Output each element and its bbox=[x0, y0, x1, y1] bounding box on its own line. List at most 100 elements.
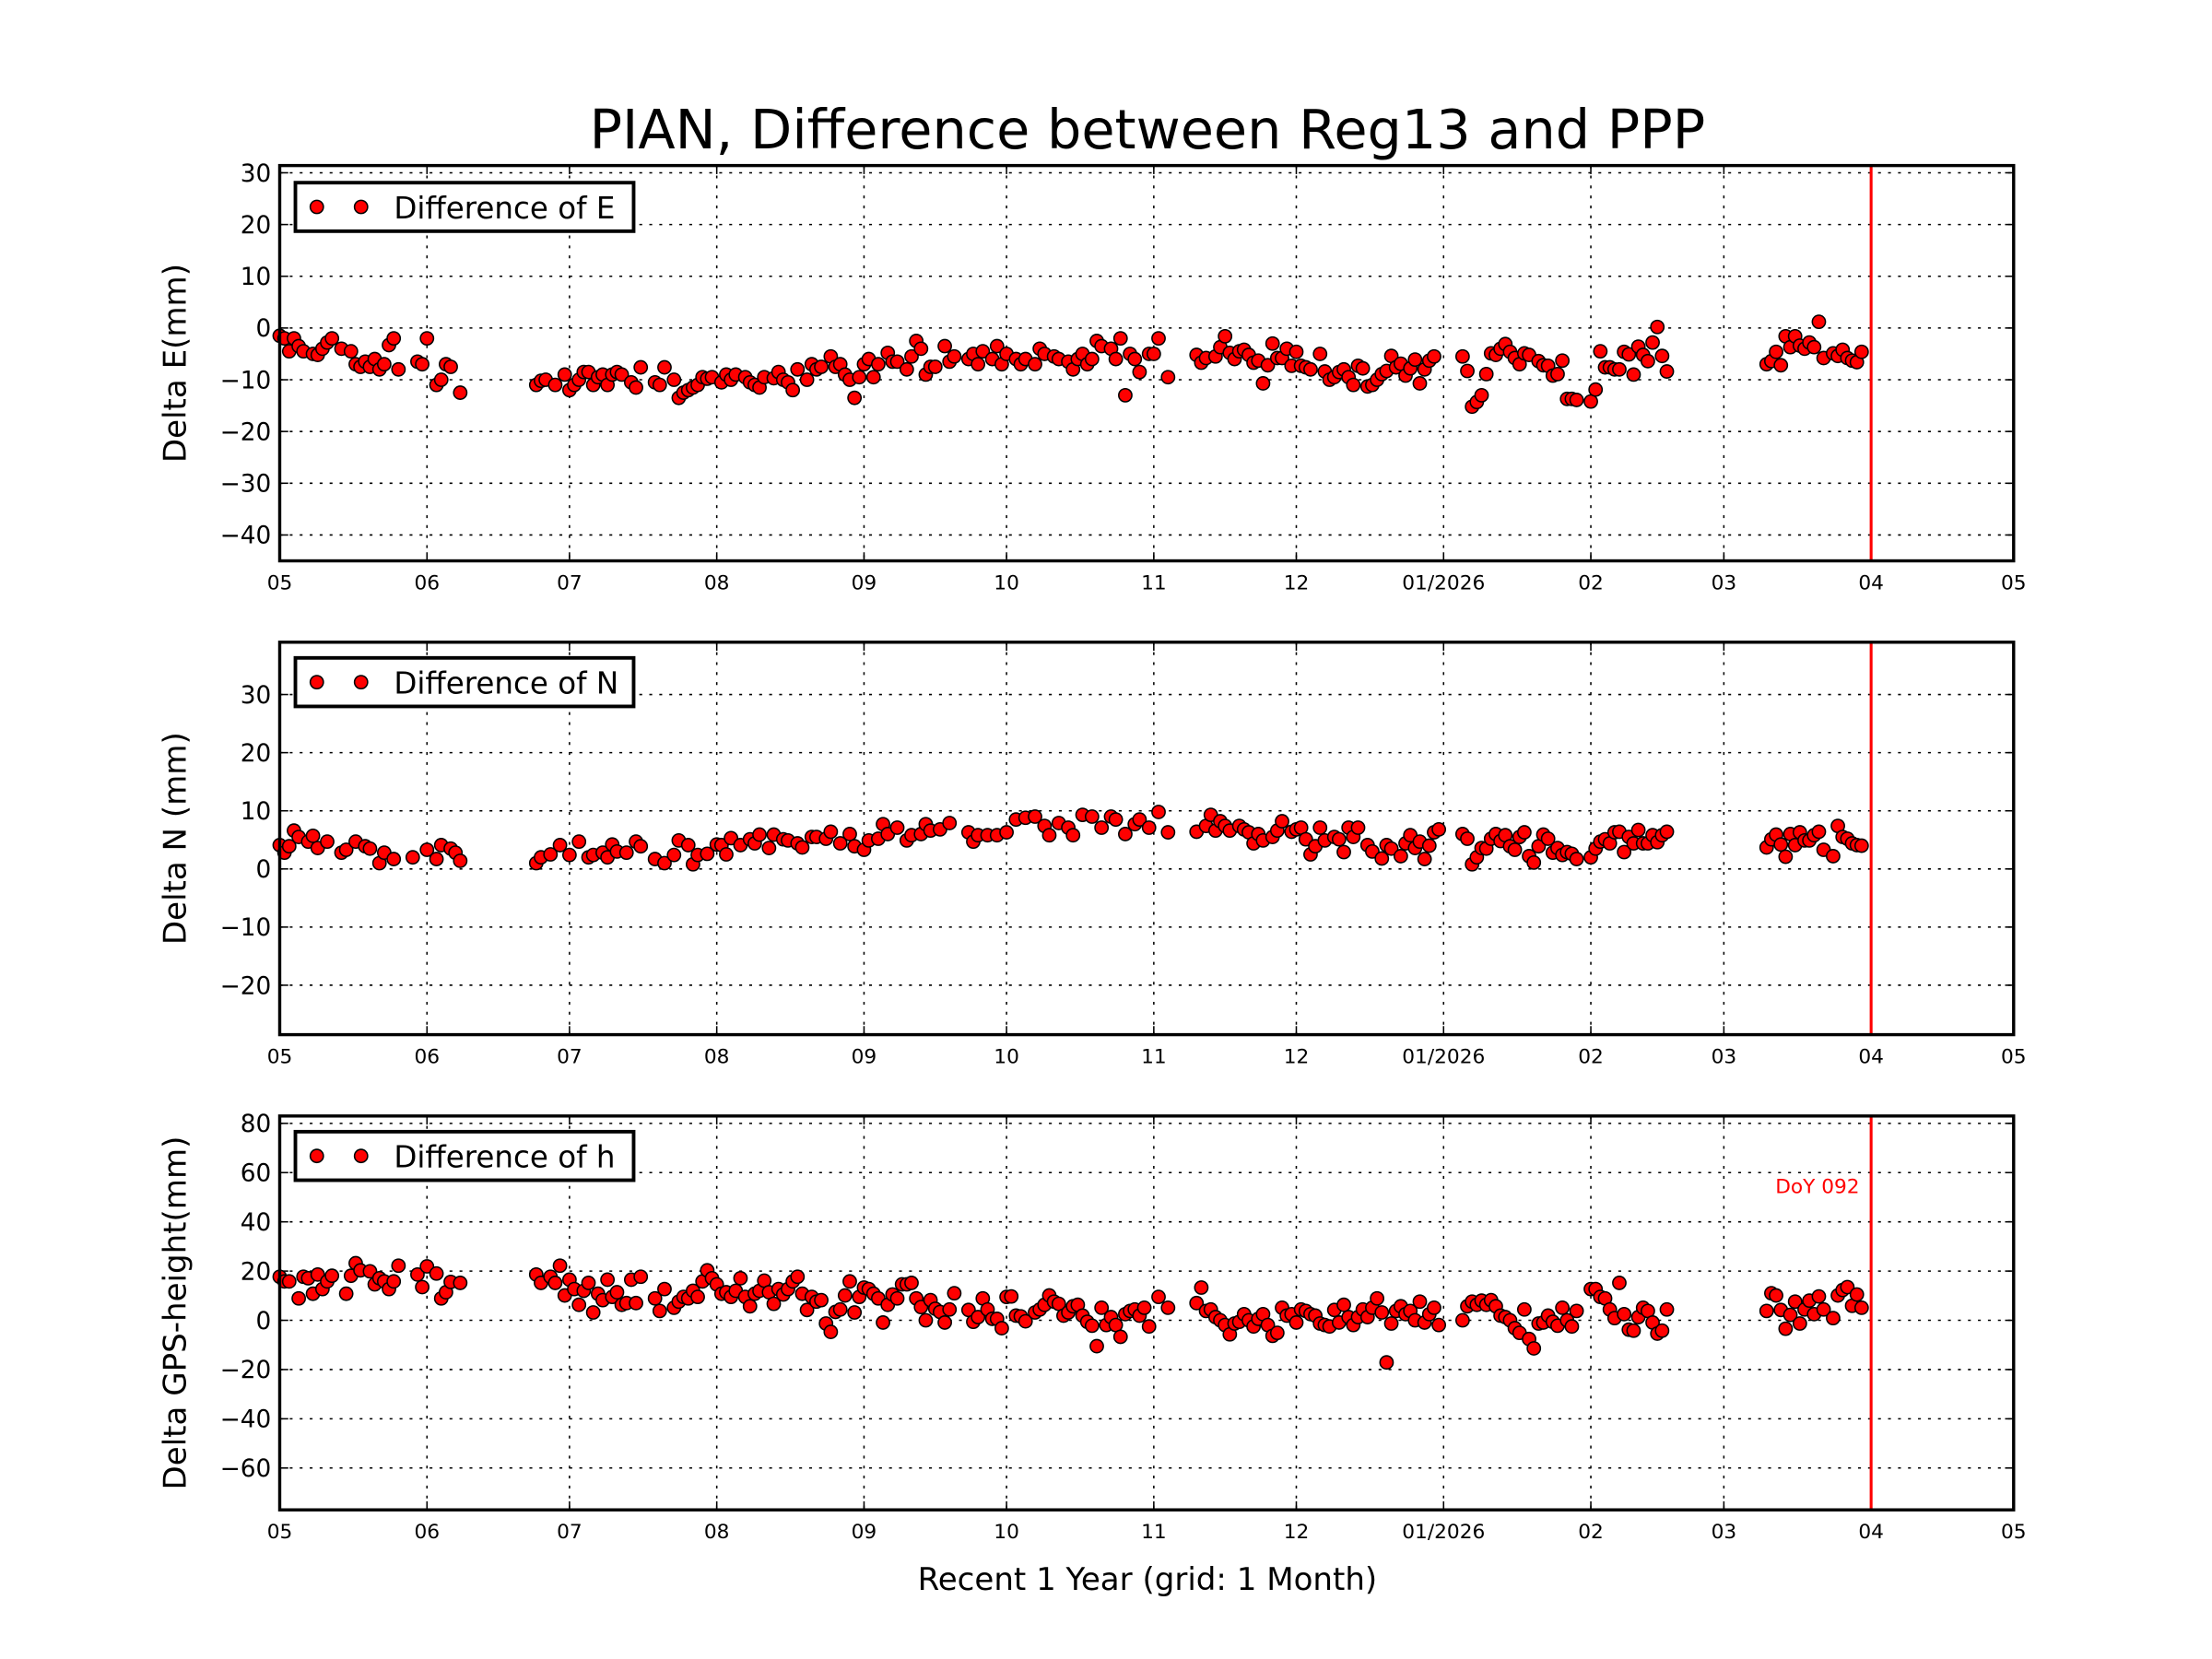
data-point bbox=[947, 348, 962, 364]
x-tick-label: 11 bbox=[1141, 1521, 1167, 1544]
x-tick-label: 06 bbox=[414, 1046, 440, 1069]
x-tick-label: 08 bbox=[704, 571, 730, 594]
data-point bbox=[343, 344, 359, 359]
data-point bbox=[386, 852, 402, 866]
data-point bbox=[947, 1286, 962, 1301]
x-tick-label: 05 bbox=[2001, 1521, 2027, 1544]
data-point bbox=[581, 1276, 596, 1290]
data-point bbox=[305, 828, 321, 843]
data-point bbox=[419, 842, 435, 857]
data-point bbox=[904, 348, 919, 364]
y-tick-label: 0 bbox=[255, 315, 271, 343]
data-point bbox=[338, 1286, 354, 1301]
y-tick-label: −10 bbox=[220, 367, 272, 394]
data-point bbox=[1621, 347, 1637, 362]
x-tick-label: 04 bbox=[1858, 1046, 1884, 1069]
data-point bbox=[552, 1258, 568, 1274]
data-point bbox=[1431, 822, 1447, 837]
data-point bbox=[971, 1310, 986, 1324]
data-point bbox=[1132, 812, 1147, 828]
y-tick-label: 20 bbox=[241, 740, 271, 768]
data-point bbox=[814, 359, 829, 374]
data-point bbox=[657, 855, 672, 871]
data-point bbox=[1593, 344, 1608, 359]
data-point bbox=[1260, 358, 1276, 373]
data-point bbox=[1641, 353, 1655, 369]
data-point bbox=[1355, 360, 1371, 376]
data-point bbox=[1431, 1317, 1447, 1333]
data-point bbox=[666, 372, 682, 387]
data-point bbox=[1160, 370, 1176, 385]
data-point bbox=[657, 359, 672, 375]
x-tick-label: 11 bbox=[1141, 571, 1167, 594]
data-point bbox=[1792, 1316, 1807, 1331]
data-point bbox=[433, 372, 449, 387]
data-point bbox=[405, 850, 420, 865]
data-point bbox=[1146, 347, 1161, 361]
data-point bbox=[865, 370, 881, 385]
data-point bbox=[1650, 319, 1665, 335]
data-point bbox=[1787, 1294, 1803, 1310]
data-point bbox=[1383, 1316, 1399, 1331]
data-point bbox=[1460, 363, 1475, 379]
data-point bbox=[1853, 1300, 1869, 1315]
data-point bbox=[1526, 1341, 1542, 1356]
data-point bbox=[1312, 820, 1328, 835]
data-point bbox=[629, 380, 643, 395]
data-point bbox=[719, 847, 734, 862]
x-tick-label: 10 bbox=[994, 1521, 1019, 1544]
data-point bbox=[1336, 1297, 1351, 1312]
data-point bbox=[852, 370, 867, 385]
y-axis-label-h: Delta GPS-height(mm) bbox=[157, 1136, 194, 1490]
data-point bbox=[652, 377, 667, 393]
data-point bbox=[918, 1312, 934, 1328]
x-tick-label: 05 bbox=[267, 571, 293, 594]
data-point bbox=[1041, 828, 1057, 843]
data-point bbox=[761, 841, 777, 855]
legend-box-h bbox=[293, 1129, 636, 1182]
legend-marker-icon bbox=[353, 1148, 369, 1164]
data-point bbox=[291, 1290, 306, 1306]
data-point bbox=[1612, 1276, 1627, 1290]
data-point bbox=[453, 1276, 468, 1290]
x-tick-label: 01/2026 bbox=[1402, 1046, 1485, 1069]
data-point bbox=[1370, 1290, 1385, 1306]
x-tick-label: 09 bbox=[852, 1521, 877, 1544]
data-point bbox=[1826, 849, 1841, 864]
data-point bbox=[794, 840, 810, 855]
x-tick-label: 03 bbox=[1712, 1046, 1737, 1069]
x-tick-label: 05 bbox=[267, 1521, 293, 1544]
data-point bbox=[1811, 824, 1827, 840]
data-point bbox=[1769, 344, 1783, 359]
x-tick-label: 07 bbox=[557, 1521, 582, 1544]
data-point bbox=[1108, 351, 1124, 367]
data-point bbox=[975, 344, 991, 359]
data-point bbox=[814, 1292, 829, 1308]
data-point bbox=[647, 1290, 663, 1306]
data-point bbox=[1654, 1323, 1670, 1338]
y-tick-label: −60 bbox=[220, 1455, 272, 1483]
y-axis-label-n: Delta N (mm) bbox=[157, 732, 194, 945]
data-point bbox=[1550, 366, 1565, 382]
data-point bbox=[1094, 820, 1110, 835]
data-point bbox=[376, 357, 392, 372]
axes-frame bbox=[277, 163, 2016, 563]
x-tick-label: 05 bbox=[2001, 1046, 2027, 1069]
data-point bbox=[937, 338, 952, 354]
y-tick-label: −20 bbox=[220, 972, 272, 1000]
y-tick-label: 60 bbox=[241, 1160, 271, 1188]
data-point bbox=[1288, 1315, 1304, 1330]
data-point bbox=[1783, 1307, 1798, 1323]
data-point bbox=[1507, 842, 1523, 857]
data-point bbox=[1773, 837, 1789, 853]
data-point bbox=[1393, 849, 1408, 864]
data-point bbox=[1112, 331, 1128, 347]
data-point bbox=[1454, 348, 1470, 364]
data-point bbox=[547, 1276, 563, 1290]
data-point bbox=[652, 1303, 667, 1319]
data-point bbox=[1853, 838, 1869, 853]
data-point bbox=[571, 834, 587, 850]
y-tick-label: 30 bbox=[241, 160, 271, 188]
data-point bbox=[927, 359, 943, 374]
data-point bbox=[785, 382, 801, 398]
